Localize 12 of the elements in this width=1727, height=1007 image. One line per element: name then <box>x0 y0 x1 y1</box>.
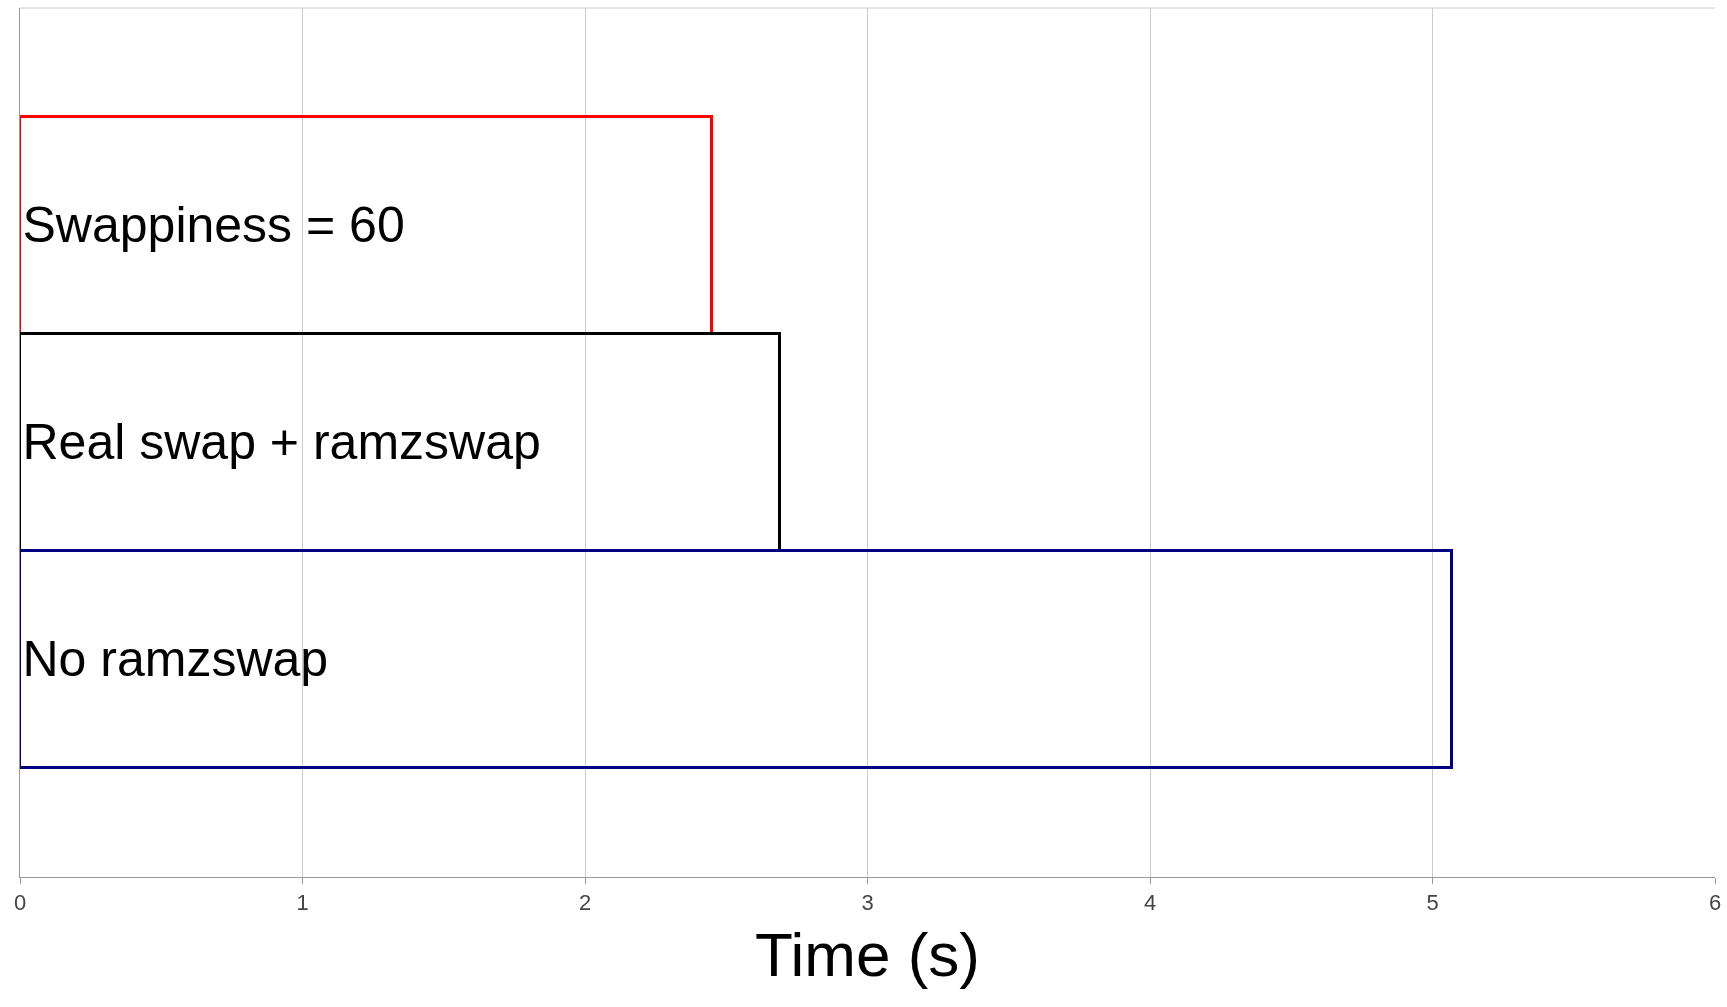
x-tick-label: 4 <box>1143 890 1157 916</box>
x-axis-title: Time (s) <box>755 920 980 990</box>
x-tick-label: 5 <box>1426 890 1439 916</box>
y-tick-label: No ramzswap <box>22 631 329 687</box>
y-tick-label: Swappiness = 60 <box>22 197 405 253</box>
bar <box>20 549 1453 769</box>
x-tick-label: 2 <box>578 890 592 916</box>
x-tick-label: 6 <box>1708 890 1722 916</box>
x-tick-label: 3 <box>861 890 874 916</box>
x-tick-label: 1 <box>296 890 309 916</box>
x-tick-label: 0 <box>13 890 27 916</box>
y-tick-label: Real swap + ramzswap <box>22 414 541 470</box>
